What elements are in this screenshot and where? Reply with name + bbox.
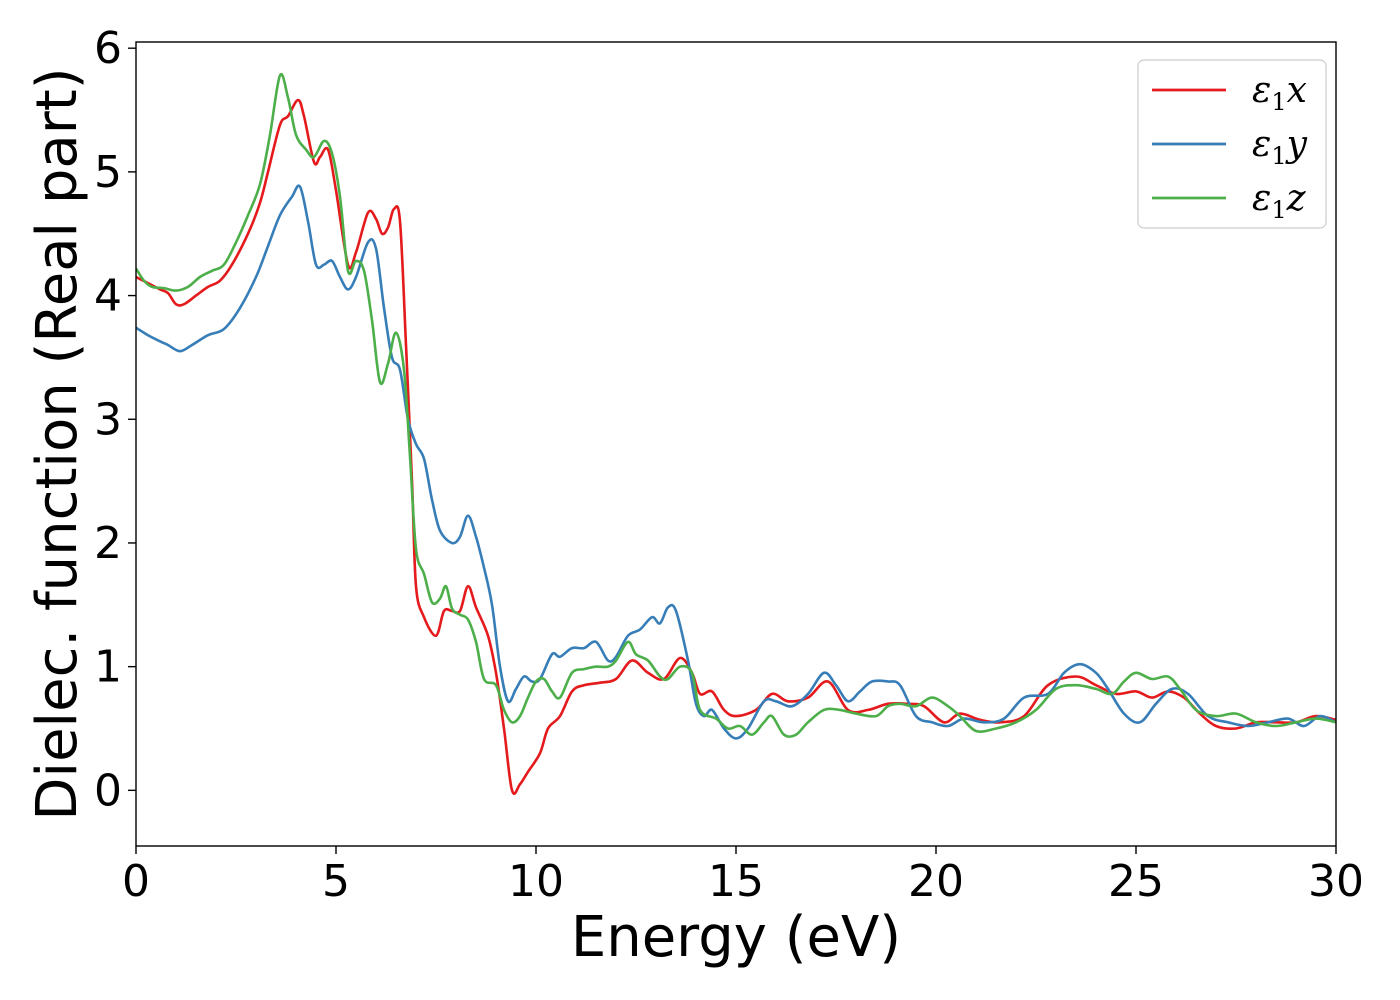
legend-label-y: ε1y — [1252, 124, 1308, 170]
x-tick-label: 0 — [122, 856, 150, 907]
y-tick-label: 4 — [94, 271, 122, 322]
series-layer — [136, 72, 1336, 795]
x-tick-label: 15 — [708, 856, 764, 907]
y-axis: 0 1 2 3 4 5 6 — [94, 23, 136, 816]
legend-box — [1137, 59, 1327, 229]
y-tick-label: 0 — [94, 765, 122, 816]
x-axis: 0 5 10 15 20 25 30 — [122, 846, 1364, 907]
x-tick-label: 25 — [1108, 856, 1164, 907]
x-tick-label: 5 — [322, 856, 350, 907]
series-line-y — [136, 184, 1336, 740]
x-tick-label: 10 — [508, 856, 564, 907]
y-axis-title: Dielec. function (Real part) — [25, 67, 90, 820]
legend-label-z: ε1z — [1252, 178, 1307, 224]
y-tick-label: 6 — [94, 23, 122, 74]
y-tick-label: 3 — [94, 394, 122, 445]
y-tick-label: 5 — [94, 147, 122, 198]
x-tick-label: 30 — [1308, 856, 1364, 907]
series-line-z — [136, 72, 1336, 738]
y-tick-label: 1 — [94, 642, 122, 693]
x-tick-label: 20 — [908, 856, 964, 907]
x-axis-title: Energy (eV) — [571, 905, 901, 970]
y-tick-label: 2 — [94, 518, 122, 569]
legend-label-x: ε1x — [1252, 70, 1307, 116]
legend: ε1x ε1y ε1z — [1137, 59, 1327, 229]
